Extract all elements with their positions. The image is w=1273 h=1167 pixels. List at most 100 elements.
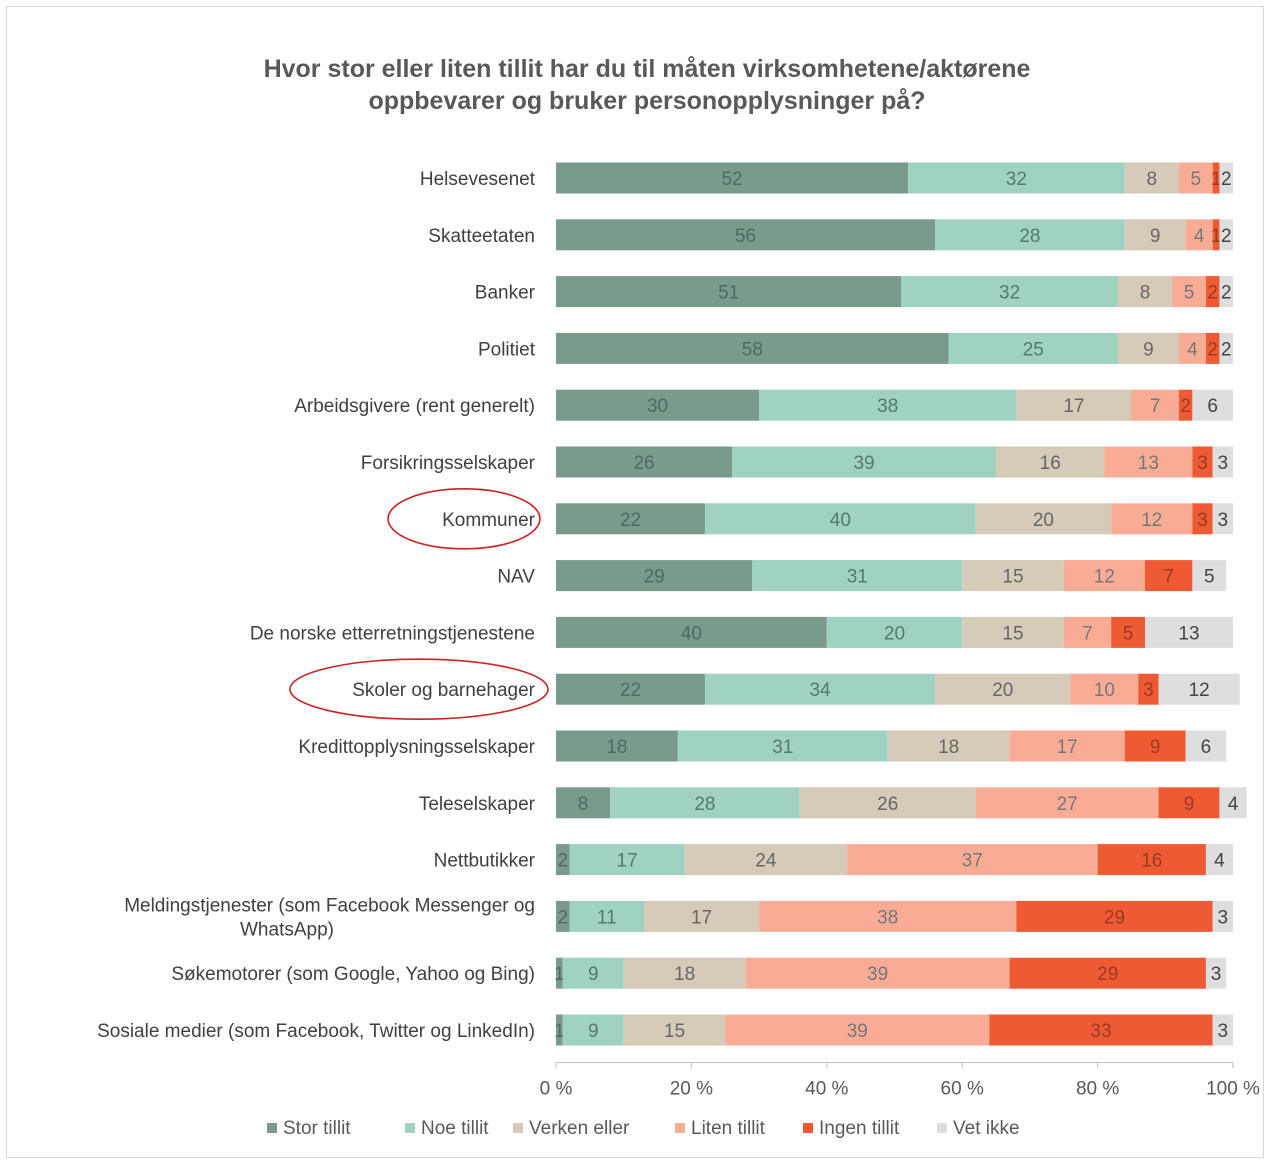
chart-title-line: Hvor stor eller liten tillit har du til … — [264, 55, 1031, 83]
data-label: 38 — [877, 396, 898, 417]
legend-item-liten-tillit: Liten tillit — [675, 1118, 766, 1139]
data-label: 2 — [1221, 169, 1232, 190]
x-tick-label: 0 % — [540, 1079, 573, 1100]
data-label: 20 — [992, 680, 1013, 701]
data-label: 4 — [1228, 794, 1239, 815]
bar-segment-ingen-tillit — [1205, 332, 1220, 364]
legend-item-ingen-tillit: Ingen tillit — [803, 1118, 900, 1139]
data-label: 12 — [1189, 680, 1210, 701]
bar-segment-ingen-tillit — [1178, 389, 1193, 421]
bar-row-sosiale-medier-som-facebook-twitter-og-linkedin: 1 9 15 39 33 3 — [554, 1014, 1233, 1046]
bar-segment-stor-tillit — [556, 162, 909, 194]
x-axis: 0 % 20 % 40 % 60 % 80 % 100 % — [540, 1062, 1260, 1100]
data-label: 17 — [691, 907, 712, 928]
bar-segment-verken-eller — [1124, 219, 1186, 251]
legend-item-verken-eller: Verken eller — [513, 1118, 630, 1139]
category-label-text: Kommuner — [442, 510, 536, 531]
category-label: Teleselskaper — [419, 794, 536, 815]
data-label: 33 — [1090, 1021, 1111, 1042]
bar-segment-vet-ikke — [1219, 276, 1233, 308]
stacked-bar-chart: Hvor stor eller liten tillit har du til … — [97, 55, 1260, 1139]
category-label-text: Kredittopplysningsselskaper — [298, 737, 535, 758]
bar-segment-vet-ikke — [1219, 162, 1233, 194]
bar-segment-vet-ikke — [1219, 332, 1233, 364]
bar-row-meldingstjenester-som-facebook-messenger-og-whatsapp: 2 11 17 38 29 3 — [556, 900, 1233, 932]
bar-segment-liten-tillit — [1063, 616, 1112, 648]
data-label: 58 — [742, 339, 763, 360]
data-label: 3 — [1218, 510, 1229, 531]
category-label: Søkemotorer (som Google, Yahoo og Bing) — [171, 964, 535, 985]
data-label: 2 — [1221, 226, 1232, 247]
bar-segment-stor-tillit — [556, 389, 760, 421]
bar-segment-verken-eller — [1117, 332, 1179, 364]
bar-segment-verken-eller — [1016, 389, 1132, 421]
data-label: 5 — [1123, 623, 1134, 644]
x-tick-label: 20 % — [670, 1079, 713, 1100]
category-label: Skatteetaten — [428, 226, 535, 247]
bar-segment-noe-tillit — [562, 957, 624, 989]
chart-frame: Hvor stor eller liten tillit har du til … — [6, 6, 1264, 1158]
category-label: De norske etterretningstjenestene — [250, 623, 535, 644]
bar-segment-verken-eller — [962, 560, 1064, 592]
bar-segment-vet-ikke — [1212, 503, 1233, 535]
bar-segment-vet-ikke — [1185, 730, 1227, 762]
data-label: 5 — [1204, 567, 1215, 588]
category-label: Politiet — [478, 339, 536, 360]
category-label-text: Banker — [475, 283, 536, 304]
highlight-ellipse-kommuner — [387, 487, 541, 550]
category-label-text: Politiet — [478, 339, 536, 360]
bar-segment-stor-tillit — [556, 730, 678, 762]
data-label: 9 — [588, 1021, 599, 1042]
bar-segment-liten-tillit — [1111, 503, 1193, 535]
category-label: Forsikringsselskaper — [361, 453, 536, 474]
bar-segment-ingen-tillit — [1016, 900, 1213, 932]
data-label: 20 — [1033, 510, 1054, 531]
bar-row-sokemotorer-som-google-yahoo-og-bing: 1 9 18 39 29 3 — [554, 957, 1227, 989]
x-tick-label: 40 % — [805, 1079, 848, 1100]
data-label: 9 — [1150, 737, 1161, 758]
category-labels: Helsevesenet Skatteetaten Banker Politiet Ar… — [97, 169, 536, 1042]
category-label-line: Meldingstjenester (som Facebook Messenge… — [124, 895, 535, 916]
data-label: 39 — [847, 1021, 868, 1042]
bar-row-kredittopplysningsselskaper: 18 31 18 17 9 6 — [556, 730, 1227, 762]
bar-segment-stor-tillit — [556, 276, 902, 308]
data-label: 16 — [1141, 851, 1162, 872]
category-label-text: Søkemotorer (som Google, Yahoo og Bing) — [171, 964, 535, 985]
category-label-text: Forsikringsselskaper — [361, 453, 536, 474]
category-label: Sosiale medier (som Facebook, Twitter og… — [97, 1021, 535, 1042]
bar-segment-noe-tillit — [901, 276, 1118, 308]
data-label: 29 — [1097, 964, 1118, 985]
data-label: 3 — [1211, 964, 1222, 985]
bar-row-de-norske-etterretningstjenestene: 40 20 15 7 5 13 — [556, 616, 1233, 648]
category-label-text: Nettbutikker — [434, 851, 536, 872]
data-label: 24 — [755, 851, 777, 872]
bar-segment-stor-tillit — [556, 957, 563, 989]
bar-segment-liten-tillit — [847, 844, 1098, 876]
data-label: 2 — [1221, 339, 1232, 360]
legend-item-vet-ikke: Vet ikke — [937, 1118, 1020, 1139]
data-label: 27 — [1057, 794, 1078, 815]
data-label: 34 — [809, 680, 831, 701]
bar-segment-stor-tillit — [556, 1014, 563, 1046]
bar-segment-vet-ikke — [1219, 219, 1233, 251]
bar-segment-ingen-tillit — [1111, 616, 1145, 648]
bar-row-politiet: 58 25 9 4 2 2 — [556, 332, 1233, 364]
legend-swatch — [675, 1123, 685, 1133]
data-label: 51 — [718, 283, 739, 304]
bar-segment-ingen-tillit — [1097, 844, 1206, 876]
data-label: 15 — [664, 1021, 685, 1042]
category-label: Meldingstjenester (som Facebook Messenge… — [124, 895, 535, 940]
legend: Stor tillit Noe tillit Verken eller Liten t… — [267, 1118, 1020, 1139]
data-label: 2 — [1207, 339, 1218, 360]
category-label: Kommuner — [442, 510, 536, 531]
data-label: 18 — [606, 737, 627, 758]
data-label: 7 — [1163, 567, 1174, 588]
data-label: 9 — [1184, 794, 1195, 815]
bar-row-skoler-og-barnehager: 22 34 20 10 3 12 — [556, 673, 1240, 705]
data-label: 8 — [1140, 283, 1151, 304]
legend-swatch — [267, 1123, 277, 1133]
category-label-text: Teleselskaper — [419, 794, 536, 815]
data-label: 4 — [1194, 226, 1205, 247]
bar-segment-noe-tillit — [569, 900, 645, 932]
bar-segment-ingen-tillit — [1158, 787, 1220, 819]
